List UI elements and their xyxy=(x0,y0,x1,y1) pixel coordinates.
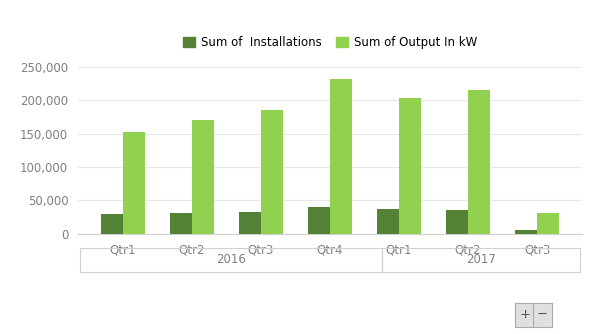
Bar xyxy=(239,212,261,234)
Bar xyxy=(192,120,214,234)
Bar xyxy=(377,209,399,234)
Bar xyxy=(330,79,352,234)
Bar xyxy=(399,98,421,234)
Text: 2016: 2016 xyxy=(216,253,246,266)
Bar xyxy=(101,214,123,234)
Text: 2017: 2017 xyxy=(466,253,496,266)
Bar xyxy=(468,90,490,234)
Bar xyxy=(515,230,537,234)
Bar xyxy=(446,210,468,234)
Bar xyxy=(170,213,192,234)
Legend: Sum of  Installations, Sum of Output In kW: Sum of Installations, Sum of Output In k… xyxy=(178,31,482,54)
Bar xyxy=(123,132,145,234)
Text: +: + xyxy=(520,308,530,321)
Text: −: − xyxy=(536,308,548,321)
Bar xyxy=(537,213,559,234)
Bar xyxy=(308,207,330,234)
Bar xyxy=(261,110,283,234)
